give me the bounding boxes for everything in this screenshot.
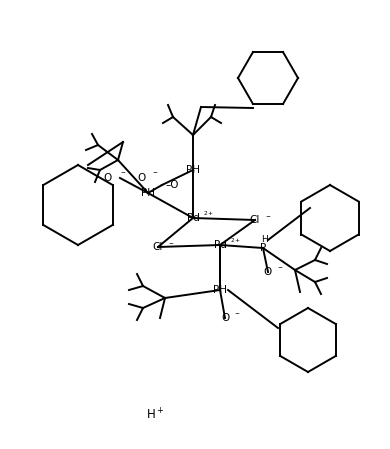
Text: PH: PH (213, 285, 227, 295)
Text: Cl: Cl (153, 242, 163, 252)
Text: PH: PH (186, 165, 200, 175)
Text: Pd: Pd (186, 213, 199, 223)
Text: O: O (221, 313, 229, 323)
Text: H: H (261, 235, 268, 245)
Text: $^{-}$: $^{-}$ (120, 168, 126, 177)
Text: $^{-}$: $^{-}$ (168, 239, 174, 248)
Text: $^{2+}$: $^{2+}$ (203, 211, 214, 220)
Text: P: P (260, 243, 266, 253)
Text: $^{2+}$: $^{2+}$ (230, 238, 241, 247)
Text: $^{-}$: $^{-}$ (265, 212, 271, 221)
Text: Cl: Cl (250, 215, 260, 225)
Text: PH: PH (141, 188, 155, 198)
Text: $^{-}$: $^{-}$ (277, 264, 284, 273)
Text: O: O (264, 267, 272, 277)
Text: –O: –O (165, 180, 179, 190)
Text: H$^+$: H$^+$ (146, 407, 164, 423)
Text: $^{-}$: $^{-}$ (152, 168, 158, 177)
Text: $^{-}$: $^{-}$ (234, 309, 240, 318)
Text: O: O (104, 173, 112, 183)
Text: O: O (138, 173, 146, 183)
Text: Pd: Pd (214, 240, 227, 250)
